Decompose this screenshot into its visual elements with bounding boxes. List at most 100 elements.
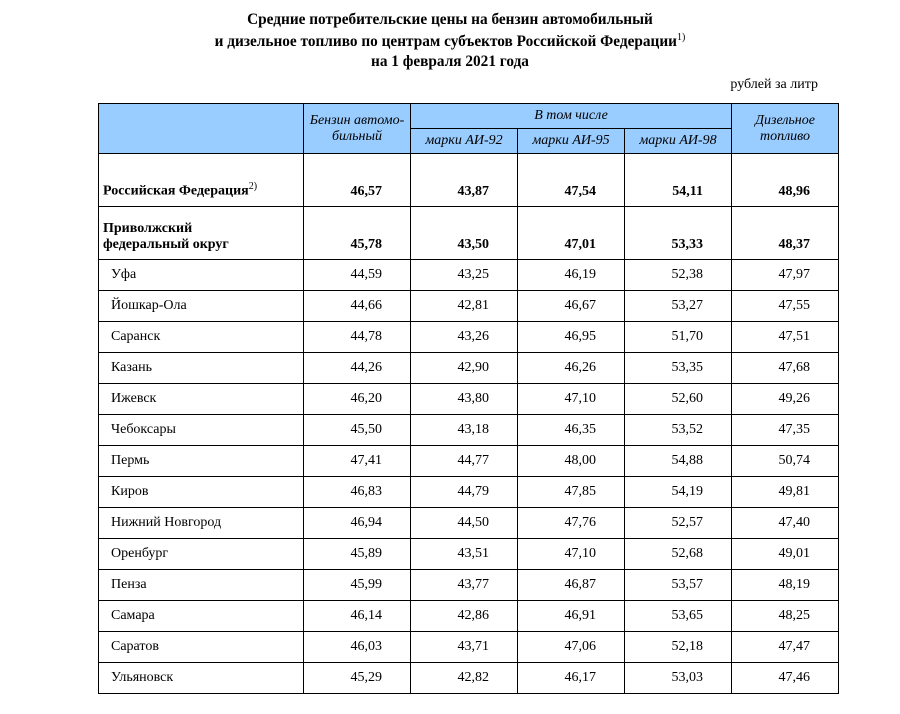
title-line-2: и дизельное топливо по центрам субъектов… xyxy=(215,33,677,50)
cell-value: 47,10 xyxy=(518,384,625,415)
row-label: Пенза xyxy=(99,570,304,601)
table-row: Киров46,8344,7947,8554,1949,81 xyxy=(99,477,839,508)
cell-value: 51,70 xyxy=(625,322,732,353)
cell-value: 53,35 xyxy=(625,353,732,384)
cell-value: 50,74 xyxy=(732,446,839,477)
table-row: Пермь47,4144,7748,0054,8850,74 xyxy=(99,446,839,477)
title-line-3: на 1 февраля 2021 года xyxy=(371,53,529,70)
table-header: Бензин автомо-бильный В том числе Дизель… xyxy=(99,104,839,154)
table-row: Саранск44,7843,2646,9551,7047,51 xyxy=(99,322,839,353)
table-row: Саратов46,0343,7147,0652,1847,47 xyxy=(99,632,839,663)
cell-value: 47,41 xyxy=(304,446,411,477)
row-label: Оренбург xyxy=(99,539,304,570)
row-footnote: 2) xyxy=(249,181,257,192)
cell-value: 53,03 xyxy=(625,663,732,694)
table-row: Йошкар-Ола44,6642,8146,6753,2747,55 xyxy=(99,291,839,322)
cell-value: 44,59 xyxy=(304,260,411,291)
cell-value: 52,38 xyxy=(625,260,732,291)
prices-table: Бензин автомо-бильный В том числе Дизель… xyxy=(98,103,839,694)
cell-value: 43,71 xyxy=(411,632,518,663)
cell-value: 48,37 xyxy=(732,207,839,260)
cell-value: 43,25 xyxy=(411,260,518,291)
cell-value: 43,18 xyxy=(411,415,518,446)
cell-value: 45,89 xyxy=(304,539,411,570)
cell-value: 44,78 xyxy=(304,322,411,353)
cell-value: 47,55 xyxy=(732,291,839,322)
row-label: Приволжскийфедеральный округ xyxy=(99,207,304,260)
cell-value: 47,51 xyxy=(732,322,839,353)
cell-value: 44,66 xyxy=(304,291,411,322)
cell-value: 47,47 xyxy=(732,632,839,663)
table-row: Чебоксары45,5043,1846,3553,5247,35 xyxy=(99,415,839,446)
cell-value: 47,68 xyxy=(732,353,839,384)
cell-value: 46,67 xyxy=(518,291,625,322)
cell-value: 46,20 xyxy=(304,384,411,415)
cell-value: 47,46 xyxy=(732,663,839,694)
row-label: Казань xyxy=(99,353,304,384)
cell-value: 46,57 xyxy=(304,154,411,207)
header-empty xyxy=(99,104,304,154)
row-label: Самара xyxy=(99,601,304,632)
cell-value: 44,79 xyxy=(411,477,518,508)
cell-value: 42,90 xyxy=(411,353,518,384)
cell-value: 42,82 xyxy=(411,663,518,694)
cell-value: 54,19 xyxy=(625,477,732,508)
cell-value: 52,68 xyxy=(625,539,732,570)
cell-value: 45,99 xyxy=(304,570,411,601)
cell-value: 52,60 xyxy=(625,384,732,415)
cell-value: 47,97 xyxy=(732,260,839,291)
header-benzin: Бензин автомо-бильный xyxy=(304,104,411,154)
cell-value: 43,87 xyxy=(411,154,518,207)
cell-value: 53,65 xyxy=(625,601,732,632)
cell-value: 46,95 xyxy=(518,322,625,353)
table-row: Ижевск46,2043,8047,1052,6049,26 xyxy=(99,384,839,415)
cell-value: 46,91 xyxy=(518,601,625,632)
cell-value: 44,77 xyxy=(411,446,518,477)
table-body: Российская Федерация2)46,5743,8747,5454,… xyxy=(99,154,839,694)
cell-value: 47,01 xyxy=(518,207,625,260)
cell-value: 43,50 xyxy=(411,207,518,260)
cell-value: 45,50 xyxy=(304,415,411,446)
cell-value: 52,57 xyxy=(625,508,732,539)
cell-value: 42,81 xyxy=(411,291,518,322)
table-row: Нижний Новгород46,9444,5047,7652,5747,40 xyxy=(99,508,839,539)
table-row: Российская Федерация2)46,5743,8747,5454,… xyxy=(99,154,839,207)
cell-value: 46,14 xyxy=(304,601,411,632)
cell-value: 47,76 xyxy=(518,508,625,539)
cell-value: 46,94 xyxy=(304,508,411,539)
table-row: Ульяновск45,2942,8246,1753,0347,46 xyxy=(99,663,839,694)
page-title: Средние потребительские цены на бензин а… xyxy=(20,10,880,73)
cell-value: 54,11 xyxy=(625,154,732,207)
cell-value: 45,78 xyxy=(304,207,411,260)
cell-value: 46,83 xyxy=(304,477,411,508)
table-row: Оренбург45,8943,5147,1052,6849,01 xyxy=(99,539,839,570)
table-row: Самара46,1442,8646,9153,6548,25 xyxy=(99,601,839,632)
cell-value: 46,26 xyxy=(518,353,625,384)
row-label: Уфа xyxy=(99,260,304,291)
cell-value: 48,96 xyxy=(732,154,839,207)
cell-value: 47,40 xyxy=(732,508,839,539)
row-label: Йошкар-Ола xyxy=(99,291,304,322)
table-row: Пенза45,9943,7746,8753,5748,19 xyxy=(99,570,839,601)
row-label: Нижний Новгород xyxy=(99,508,304,539)
cell-value: 46,19 xyxy=(518,260,625,291)
header-ai92: марки АИ-92 xyxy=(411,129,518,154)
title-line-1: Средние потребительские цены на бензин а… xyxy=(247,11,653,28)
row-label: Российская Федерация2) xyxy=(99,154,304,207)
table-row: Уфа44,5943,2546,1952,3847,97 xyxy=(99,260,839,291)
cell-value: 54,88 xyxy=(625,446,732,477)
cell-value: 43,77 xyxy=(411,570,518,601)
cell-value: 48,19 xyxy=(732,570,839,601)
cell-value: 46,87 xyxy=(518,570,625,601)
cell-value: 47,06 xyxy=(518,632,625,663)
cell-value: 53,57 xyxy=(625,570,732,601)
header-group: В том числе xyxy=(411,104,732,129)
cell-value: 42,86 xyxy=(411,601,518,632)
cell-value: 49,26 xyxy=(732,384,839,415)
cell-value: 48,25 xyxy=(732,601,839,632)
cell-value: 47,54 xyxy=(518,154,625,207)
row-label: Саратов xyxy=(99,632,304,663)
header-diesel: Дизельное топливо xyxy=(732,104,839,154)
row-label: Ульяновск xyxy=(99,663,304,694)
header-ai98: марки АИ-98 xyxy=(625,129,732,154)
